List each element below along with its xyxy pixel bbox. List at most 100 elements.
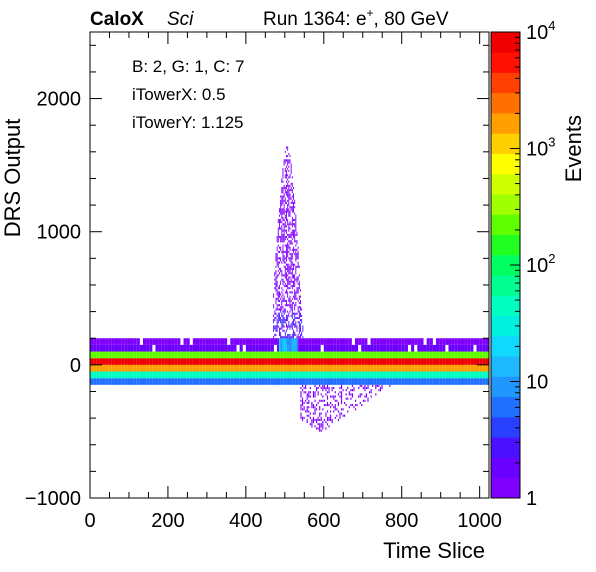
pedestal-cell [401,338,405,345]
pulse-cell [297,278,299,281]
pedestal-cell [195,338,200,345]
pulse-cell [287,204,289,207]
pulse-cell [291,336,293,339]
pulse-cell [283,223,285,226]
pulse-cell [276,282,278,285]
undershoot-cell [342,414,344,417]
pedestal-cell [367,344,371,352]
pedestal-cell [336,351,340,359]
pedestal-cell [186,364,190,372]
pedestal-cell [192,351,196,359]
pedestal-cell [395,364,399,372]
pedestal-cell [242,378,246,385]
pulse-cell [278,333,280,337]
undershoot-cell [340,386,343,390]
pulse-cell [289,265,291,268]
pedestal-cell [236,358,240,365]
pulse-cell [296,280,298,283]
undershoot-cell [367,397,369,400]
undershoot-cell [334,406,336,409]
pulse-cell [290,299,292,303]
undershoot-cell [353,386,355,390]
pulse-cell [289,253,291,256]
pedestal-cell [392,371,396,379]
pulse-cell [289,325,291,328]
pulse-cell [295,259,297,262]
pulse-cell [287,270,289,273]
pedestal-cell [361,344,365,352]
color-bar-segment [491,477,520,499]
pulse-cell [275,278,277,281]
pulse-cell [275,265,277,268]
pulse-cell [293,208,294,211]
undershoot-cell [320,425,322,428]
pedestal-cell [386,358,390,365]
pulse-cell [293,276,294,279]
pedestal-cell [373,338,377,345]
pulse-cell [288,212,290,215]
pedestal-cell [417,358,421,365]
pulse-cell [276,297,278,300]
pedestal-cell [167,344,172,352]
pedestal-cell [289,371,293,379]
pedestal-cell [277,344,281,352]
pedestal-cell [389,378,393,385]
pedestal-cell [158,351,162,359]
pedestal-cell [255,351,259,359]
pedestal-cell [199,351,203,359]
pedestal-cell [217,338,221,345]
color-bar-segment [491,335,520,357]
pedestal-cell [436,371,440,379]
pulse-cell [287,274,289,277]
pulse-cell [275,280,277,283]
pedestal-cell [439,338,443,345]
pulse-cell [289,242,291,245]
pulse-cell [296,265,298,268]
undershoot-cell [336,399,338,402]
pedestal-cell [314,351,318,359]
pulse-cell [298,284,300,288]
pedestal-cell [124,364,128,372]
pedestal-cell [311,378,315,385]
pulse-cell [284,238,286,241]
pulse-cell [289,336,291,339]
pulse-cell [295,291,297,294]
pedestal-cell [286,358,290,365]
pedestal-cell [205,344,209,352]
pedestal-cell [264,338,268,345]
undershoot-cell [301,418,304,422]
pedestal-cell [398,358,402,365]
undershoot-cell [350,393,352,396]
undershoot-cell [311,418,313,422]
pulse-cell [287,193,289,196]
z-tick-exponent: 2 [548,251,555,266]
pedestal-cell [114,344,119,352]
pedestal-cell [96,364,100,372]
undershoot-cell [340,399,343,402]
pedestal-cell [339,344,343,352]
pedestal-cell [239,378,243,385]
pedestal-cell [379,351,384,359]
pulse-cell [298,321,300,324]
pedestal-cell [420,358,424,365]
pedestal-cell [429,364,433,372]
pulse-cell [283,329,285,332]
pedestal-cell [161,378,165,385]
pulse-cell [285,278,287,281]
pedestal-cell [457,344,461,352]
pulse-cell [295,216,297,219]
pedestal-cell [333,371,337,379]
undershoot-cell [353,406,355,409]
pulse-cell [297,306,299,309]
pulse-cell [282,257,284,260]
pedestal-cell [411,351,415,359]
pulse-cell [273,314,275,317]
pulse-cell [290,163,292,166]
pedestal-cell [460,371,465,379]
pulse-cell [285,218,287,222]
pulse-cell [285,172,287,175]
pedestal-cell [227,344,231,352]
pedestal-cell [239,364,243,372]
z-tick-label: 10 [526,372,548,394]
pulse-cell [290,314,292,317]
